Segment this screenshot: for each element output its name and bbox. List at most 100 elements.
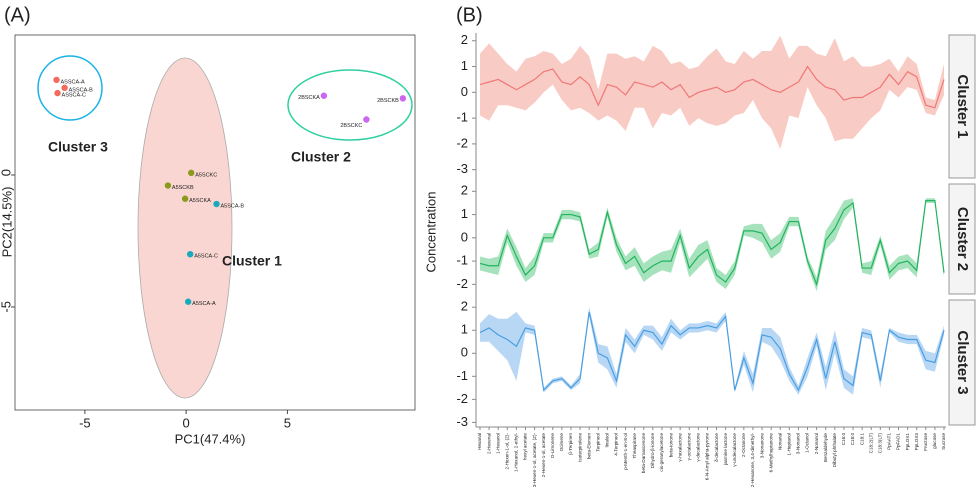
x-tick-label: 1-Hexanol (495, 433, 500, 454)
cluster-strip (948, 299, 976, 426)
band (480, 307, 944, 395)
cluster-strip-label: Cluster 1 (954, 74, 971, 138)
point (399, 95, 407, 102)
cluster-strip (948, 34, 976, 179)
x-tick-label: 2-Hexen-1-ol, acetate (541, 433, 546, 478)
point-label: A5SCA-B (221, 203, 245, 209)
cluster-strip-label: Cluster 2 (954, 207, 971, 271)
y-tick-label: -2 (456, 135, 468, 150)
x-tick-label: linalool (605, 433, 610, 447)
x-tick-label: PpLOX1 (905, 433, 910, 451)
point-label: 2BSCKB (377, 98, 399, 104)
x-tick-label: 6-N-Amyl alpha-pyrone (705, 433, 710, 481)
point (181, 195, 189, 202)
point-label: ASSCA-B (69, 87, 93, 93)
x-tick-label: γ-hexalactone (677, 433, 682, 462)
cluster-strip (948, 183, 976, 295)
x-tick-label: Hexanal (477, 433, 482, 450)
x-tick-label: β-Terpinen (568, 433, 573, 455)
x-tick-label: Theaspirane (632, 433, 637, 459)
x-tick-label: 3-Nonanone (759, 433, 764, 459)
x-tick-label: 0 (183, 415, 190, 430)
y-tick-label: -2 (456, 391, 468, 406)
x-tick-label: C18:0 (850, 433, 855, 446)
x-tick-label: δ-decalactone (714, 433, 719, 462)
y-tick-label: 0 (461, 229, 468, 244)
point-label: A5SCKA (189, 198, 211, 204)
point (184, 298, 192, 305)
cluster-3-ellipse (37, 55, 103, 121)
x-tick-label: hexyl acetate (523, 433, 528, 461)
point (53, 76, 60, 84)
x-tick-label: Nonanal (777, 433, 782, 450)
x-tick-label: cis-geranylacetone (659, 433, 664, 472)
y-tick-label: -1 (456, 253, 468, 268)
x-tick-label: Dihydro-β-ionone (650, 433, 655, 469)
x-tick-label: Dibutyl phthalate (832, 433, 837, 468)
y-tick-label: -3 (456, 161, 468, 176)
x-tick-label: γ-octalactone (686, 433, 691, 461)
x-tick-label: C18:3(LT) (878, 433, 883, 454)
point (188, 169, 195, 177)
y-tick-label: 2 (461, 183, 468, 198)
cluster-strip-label: Cluster 3 (954, 330, 971, 394)
y-tick-label: 1 (461, 206, 468, 221)
x-tick-label: 1-Octanol (805, 433, 810, 453)
x-tick-label: 1-Heptanol (787, 433, 792, 455)
x-tick-label: 3-Hexen-1-ol, acetate, (Z)- (532, 433, 537, 488)
point (61, 84, 68, 92)
cluster-label: Cluster 1 (222, 253, 282, 269)
x-tick-label: glucose (932, 433, 937, 449)
x-tick-label: γ-decalactone (696, 433, 701, 462)
x-tick-label: beta-ionone (668, 433, 673, 458)
y-tick-label: 1 (461, 322, 468, 337)
mean-line (479, 65, 945, 109)
x-tick-label: Ocimene (559, 433, 564, 452)
x-tick-label: Fructose (923, 433, 928, 451)
x-tick-label: Isoterpinolene (577, 433, 582, 462)
point (213, 200, 220, 208)
x-tick-label: PpLOX3 (914, 433, 919, 451)
x-tick-label: beta-Damascenone (641, 433, 646, 474)
y-tick-label: -2 (456, 276, 468, 291)
x-tick-label: p-Menth-1-en-8-ol (623, 433, 628, 470)
band (480, 198, 944, 292)
x-tick-label: Sucrose (941, 433, 946, 450)
x-tick-label: beta-Elemen (586, 433, 591, 459)
point-label: ASSCA-C (62, 93, 86, 99)
x-tick-label: 3-Nonanol (796, 433, 801, 454)
point (320, 92, 328, 99)
point-label: A5SCKC (195, 172, 217, 178)
cluster-2-ellipse (287, 69, 413, 141)
y-tick-label: -3 (456, 414, 468, 429)
y-tick-label: 2 (461, 32, 468, 47)
y-tick-label: 0 (461, 345, 468, 360)
x-tick-label: Terpineol (595, 433, 600, 452)
y-tick-label: 0 (461, 84, 468, 99)
point-label: ASSCA-A (61, 79, 85, 85)
x-tick-label: 2-Octanone (741, 433, 746, 457)
point-label: A5SCA-C (194, 254, 218, 260)
x-tick-label: C18:1 (859, 433, 864, 446)
point-label: 2BSCKA (298, 95, 320, 101)
x-tick-label: PpAAT1 (887, 433, 892, 450)
x-tick-label: C16:0 (841, 433, 846, 446)
y-axis-label: Concentration (423, 192, 438, 273)
point-label: 2BSCKC (340, 123, 362, 129)
point (164, 182, 172, 189)
y-tick-label: -5 (0, 301, 13, 313)
mean-line (479, 311, 945, 392)
x-tick-label: PpFAD1 (896, 433, 901, 451)
x-tick-label: 4-Terpineol (614, 433, 619, 456)
x-tick-label: -5 (79, 415, 91, 430)
y-tick-label: -1 (456, 368, 468, 383)
point (186, 250, 194, 258)
band (480, 35, 944, 150)
x-tick-label: C18:2(LT) (868, 433, 873, 454)
x-tick-label: 2-Nonanol (814, 433, 819, 454)
panel-a-title: (A) (4, 4, 31, 26)
y-axis-label: PC2(14.5%) (0, 187, 14, 258)
x-tick-label: D-Limonene (550, 433, 555, 458)
y-tick-label: 0 (0, 169, 13, 176)
